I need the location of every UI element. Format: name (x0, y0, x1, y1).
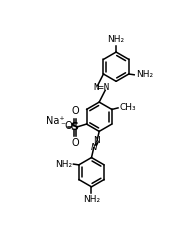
Text: S: S (70, 122, 78, 132)
Text: N: N (91, 143, 98, 152)
Text: NH₂: NH₂ (83, 195, 100, 204)
Text: ⁻O: ⁻O (60, 121, 73, 131)
Text: CH₃: CH₃ (120, 103, 136, 112)
Text: O: O (71, 138, 79, 148)
Text: NH₂: NH₂ (108, 35, 125, 44)
Text: O: O (71, 106, 79, 116)
Text: N=N: N=N (93, 83, 109, 92)
Text: Na⁺: Na⁺ (46, 116, 65, 126)
Text: NH₂: NH₂ (55, 160, 72, 168)
Text: N: N (93, 136, 100, 145)
Text: NH₂: NH₂ (136, 70, 153, 79)
